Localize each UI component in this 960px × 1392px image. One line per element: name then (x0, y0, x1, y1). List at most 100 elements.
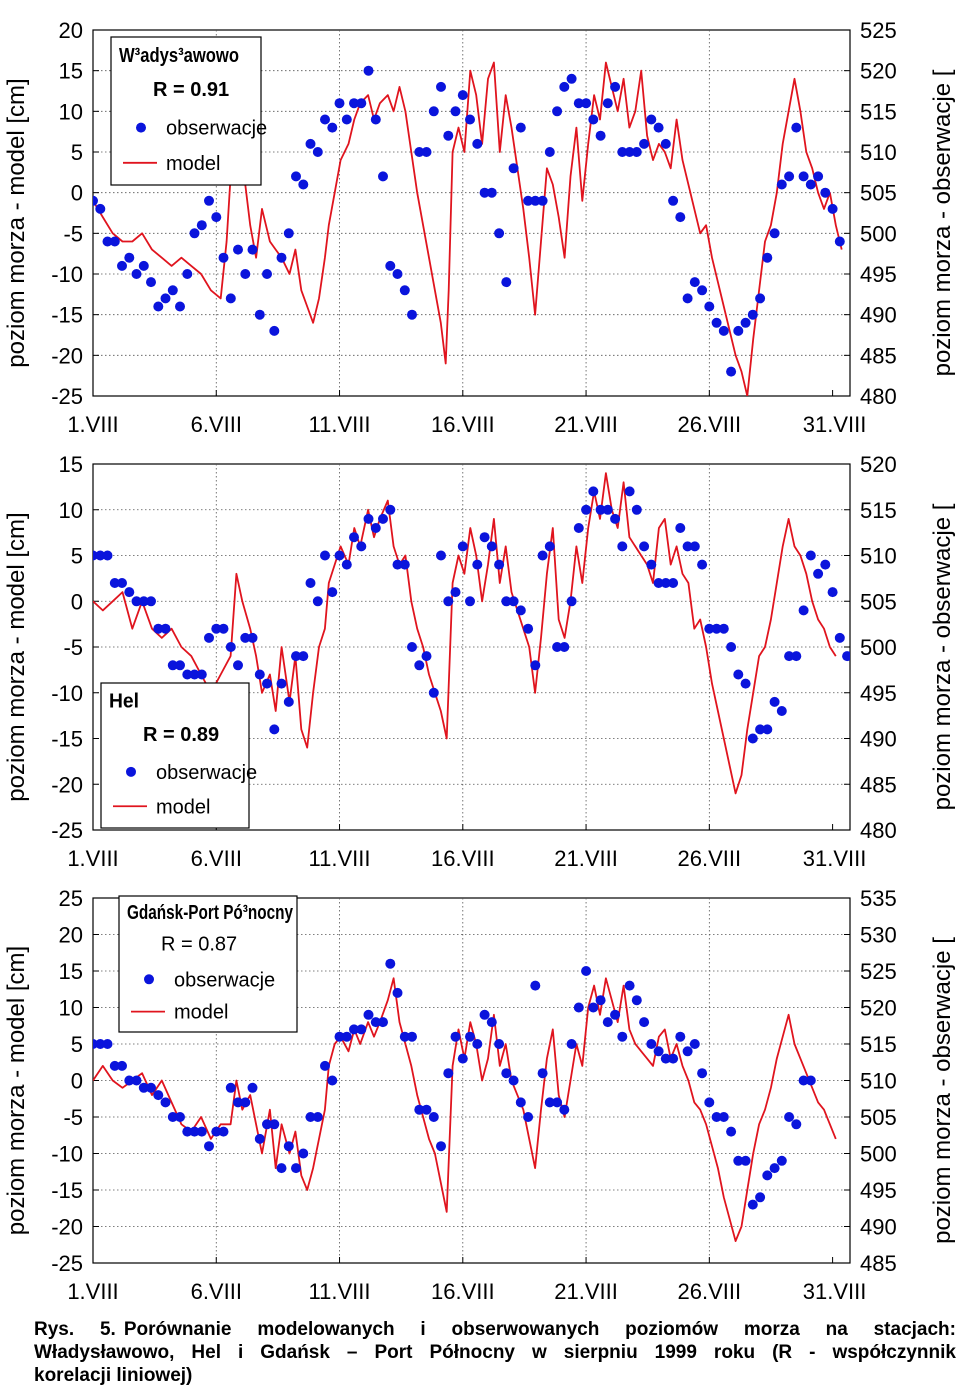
observation-point (530, 980, 541, 991)
y-tick-label-left: -25 (51, 1251, 83, 1276)
series-group (93, 61, 845, 396)
legend-obs-marker (136, 122, 146, 133)
observation-point (378, 513, 388, 524)
observation-point (283, 1141, 294, 1152)
observation-point (602, 504, 613, 515)
x-tick-label: 6.VIII (191, 412, 242, 437)
observation-point (776, 179, 787, 190)
observation-point (218, 252, 229, 263)
observation-point (102, 1039, 113, 1049)
observation-point (262, 269, 272, 279)
observation-point (805, 1075, 816, 1086)
observation-point (544, 1097, 555, 1108)
observation-point (704, 1097, 715, 1108)
observation-point (697, 1068, 708, 1079)
y-axis-title-right: poziom morza - obserwacje [ (929, 937, 956, 1244)
observation-point (225, 293, 236, 304)
observation-point (399, 559, 410, 570)
observation-point (747, 309, 758, 320)
observation-point (501, 1068, 512, 1079)
observation-point (131, 596, 142, 607)
legend-correlation: R = 0.91 (153, 79, 229, 101)
observation-point (740, 1155, 751, 1166)
observation-point (117, 1060, 127, 1071)
observation-point (755, 724, 766, 735)
observation-point (414, 660, 425, 671)
observation-point (334, 1031, 345, 1042)
observation-point (668, 578, 679, 588)
observation-point (784, 1112, 795, 1122)
observation-point (805, 179, 816, 190)
observation-point (392, 987, 403, 998)
observation-point (262, 1119, 272, 1130)
observation-point (421, 1104, 432, 1115)
observation-point (233, 1097, 243, 1108)
observation-point (813, 568, 824, 579)
y-tick-label-left: -5 (63, 1105, 83, 1130)
x-tick-label: 11.VIII (309, 846, 371, 871)
y-tick-label-right: 495 (860, 681, 897, 706)
x-tick-label: 11.VIII (309, 1279, 371, 1304)
observation-point (109, 578, 120, 588)
observation-point (747, 733, 758, 744)
x-tick-label: 31.VIII (803, 1279, 867, 1304)
y-tick-label-left: 15 (59, 59, 83, 84)
observation-point (363, 1009, 374, 1020)
y-tick-label-left: 15 (59, 959, 83, 984)
observation-point (204, 632, 214, 643)
observation-point (254, 1133, 265, 1144)
observation-point (537, 195, 548, 206)
observation-point (479, 532, 490, 543)
y-tick-label-left: -15 (51, 727, 83, 752)
observation-point (399, 1031, 410, 1042)
observation-point (711, 623, 722, 634)
observation-point (791, 1119, 802, 1130)
observation-point (573, 523, 584, 533)
observation-point (465, 596, 475, 607)
observation-point (211, 212, 222, 223)
x-tick-label: 31.VIII (803, 412, 867, 437)
observation-point (515, 122, 526, 133)
legend-obs-marker (126, 766, 136, 777)
observation-point (486, 1017, 497, 1028)
observation-point (704, 623, 715, 634)
observation-point (566, 73, 577, 84)
series-model-line (93, 472, 837, 795)
caption-line-2: Władysławowo, Hel i Gdańsk – Port Północ… (34, 1342, 956, 1363)
observation-point (624, 980, 635, 991)
y-tick-label-left: 20 (59, 18, 83, 43)
observation-point (472, 138, 483, 149)
series-group (93, 958, 837, 1242)
observation-point (240, 1097, 251, 1108)
observation-point (392, 269, 403, 279)
y-tick-label-right: 495 (860, 1178, 897, 1203)
observation-point (182, 669, 193, 680)
observation-point (494, 559, 505, 570)
legend-obs-marker (144, 974, 154, 985)
observation-point (668, 195, 679, 206)
observation-point (124, 1075, 135, 1086)
x-tick-label: 16.VIII (431, 1279, 495, 1304)
observation-point (276, 678, 287, 689)
observation-point (530, 195, 541, 206)
y-tick-label-right: 495 (860, 262, 897, 287)
observation-point (175, 301, 185, 312)
observation-point (834, 236, 845, 247)
observation-point (189, 1126, 200, 1137)
observation-point (581, 966, 592, 976)
observation-point (566, 596, 577, 607)
observation-point (109, 236, 120, 247)
observation-point (581, 504, 592, 515)
y-tick-label-left: 15 (59, 452, 83, 477)
x-tick-label: 26.VIII (678, 1279, 742, 1304)
observation-point (196, 669, 207, 680)
observation-point (407, 309, 417, 320)
legend-obs-label: obserwacje (156, 762, 257, 784)
observation-point (254, 669, 265, 680)
x-tick-label: 21.VIII (554, 1279, 618, 1304)
y-tick-label-right: 535 (860, 886, 897, 911)
legend-model-label: model (174, 1002, 228, 1024)
observation-point (341, 1031, 352, 1042)
